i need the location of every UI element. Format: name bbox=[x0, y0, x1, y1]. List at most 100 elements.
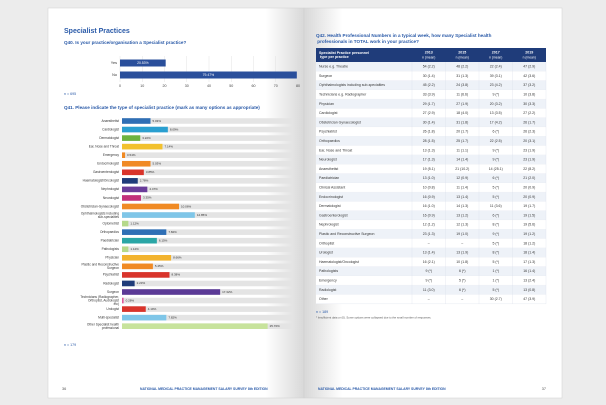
value-label: 3.35% bbox=[143, 196, 152, 200]
table-cell: 23 (1.9) bbox=[523, 158, 535, 162]
value-label: 12.85% bbox=[197, 213, 208, 217]
bar-track bbox=[122, 314, 292, 321]
table-cell: Orthopaedics bbox=[319, 139, 340, 143]
table-row bbox=[316, 285, 546, 295]
table-cell: 9 (*) bbox=[492, 148, 499, 152]
table-cell: Urologist bbox=[319, 251, 333, 255]
table-row bbox=[316, 229, 546, 239]
value-label: 1.12% bbox=[130, 221, 139, 225]
table-cell: 14 (25.1) bbox=[489, 167, 503, 171]
table-cell: Paediatrician bbox=[319, 176, 339, 180]
x-tick-label: 60 bbox=[252, 84, 256, 88]
value-label: 5.03% bbox=[153, 119, 162, 123]
value-label: 1.12% bbox=[130, 247, 139, 251]
bar bbox=[122, 246, 129, 253]
table-cell: Ophthalmologists including sub-specialti… bbox=[319, 83, 385, 87]
table-cell: 17 (4.2) bbox=[490, 120, 502, 124]
row-label: Other Specialist health professional bbox=[87, 322, 119, 329]
bar bbox=[122, 152, 126, 158]
value-label: 8.66% bbox=[173, 256, 182, 260]
table-cell: 48 (2.2) bbox=[456, 65, 468, 69]
table-cell: 30 (2.7) bbox=[490, 297, 502, 301]
bar-track bbox=[122, 255, 292, 261]
row-label: Urologist bbox=[106, 307, 119, 311]
table-cell: Ear, Nose and Throat bbox=[319, 148, 352, 152]
table-cell: 19 (5.1) bbox=[423, 167, 435, 171]
table-row bbox=[316, 294, 546, 304]
bar-track bbox=[122, 246, 292, 253]
x-tick-label: 80 bbox=[296, 84, 300, 88]
x-tick-label: 30 bbox=[185, 84, 189, 88]
footer: NATIONAL MEDICAL PRACTICE MANAGEMENT SAL… bbox=[140, 387, 268, 391]
value-label: 7.14% bbox=[164, 144, 173, 148]
table-cell: 24 (3.8) bbox=[456, 83, 468, 87]
table-cell: 13 (1.2) bbox=[456, 213, 468, 217]
table-cell: 12 (1.3) bbox=[456, 223, 468, 227]
table-row bbox=[316, 238, 546, 248]
table-cell: Psychiatrist bbox=[319, 130, 337, 134]
bar bbox=[122, 178, 138, 184]
table-cell: 18 (4.0) bbox=[456, 111, 468, 115]
value-label: 2.23% bbox=[137, 281, 146, 285]
table-cell: 45 (2.2) bbox=[423, 83, 435, 87]
bar-track bbox=[122, 237, 292, 244]
bar bbox=[122, 323, 268, 329]
bar bbox=[122, 280, 135, 287]
table-cell: 8 (*) bbox=[492, 223, 499, 227]
table-cell: 17 (1.3) bbox=[423, 158, 435, 162]
page-number: 36 bbox=[62, 387, 66, 391]
table-cell: 26 (1.8) bbox=[423, 130, 435, 134]
bar-track bbox=[122, 143, 292, 150]
table-row bbox=[316, 275, 546, 286]
table-cell: 19 (5.6) bbox=[523, 223, 535, 227]
table-cell: – bbox=[428, 241, 430, 245]
bar bbox=[122, 220, 129, 227]
bar bbox=[120, 71, 297, 79]
value-label: 8.09% bbox=[170, 127, 179, 131]
bar bbox=[122, 186, 148, 193]
row-label: Anaesthetist bbox=[101, 119, 119, 123]
table-cell: – bbox=[461, 241, 463, 245]
question: Q42. Health Professional Numbers in a ty… bbox=[316, 33, 492, 44]
table-cell: 9 (*) bbox=[425, 269, 432, 273]
bar-track bbox=[122, 280, 292, 287]
table-row bbox=[316, 127, 546, 137]
table-row bbox=[316, 80, 546, 90]
table-cell: 19 (1.0) bbox=[456, 232, 468, 236]
table-cell: Clinical Assistant bbox=[319, 185, 345, 189]
bar bbox=[122, 212, 195, 218]
table-cell: 13 (3.5) bbox=[490, 111, 502, 115]
table-cell: Gastroenterologist bbox=[319, 213, 348, 217]
section-title: Specialist Practices bbox=[64, 28, 130, 35]
table-cell: 10 (0.8) bbox=[423, 185, 435, 189]
header-cell: 2015 bbox=[458, 50, 466, 54]
table-row bbox=[316, 164, 546, 174]
table-cell: 27 (1.9) bbox=[456, 102, 468, 106]
table-row bbox=[316, 89, 546, 100]
table-cell: 5 (*) bbox=[459, 278, 466, 282]
table-cell: 6 (*) bbox=[492, 130, 499, 134]
table-cell: 13 (1.0) bbox=[423, 176, 435, 180]
table-cell: Surgeon bbox=[319, 74, 332, 78]
bar bbox=[122, 135, 141, 141]
x-tick-label: 20 bbox=[163, 84, 167, 88]
table-cell: 20 (0.9) bbox=[523, 185, 535, 189]
bar bbox=[122, 118, 151, 124]
table-cell: 13 (2.4) bbox=[523, 278, 535, 282]
question: Q40. Is your practice/organisation a Spe… bbox=[64, 40, 186, 45]
table-cell: 5 (*) bbox=[492, 195, 499, 199]
bar-track bbox=[122, 186, 292, 193]
bar-track bbox=[122, 220, 292, 227]
table-cell: 10 (1.8) bbox=[456, 260, 468, 264]
row-label: Cardiologist bbox=[102, 127, 119, 131]
table-cell: 5 (*) bbox=[492, 288, 499, 292]
table-cell: 37 (3.2) bbox=[523, 83, 535, 87]
table-cell: Nurse e.g. Theatre bbox=[319, 65, 348, 69]
table-cell: 1 (*) bbox=[492, 278, 499, 282]
table-cell: 14 (1.3) bbox=[456, 204, 468, 208]
table-row bbox=[316, 257, 546, 267]
table-cell: 47 (3.9) bbox=[523, 297, 535, 301]
row-label: Surgeon bbox=[107, 290, 119, 294]
table-cell: 23 (1.3) bbox=[423, 232, 435, 236]
value-label: 20.53% bbox=[137, 61, 149, 65]
